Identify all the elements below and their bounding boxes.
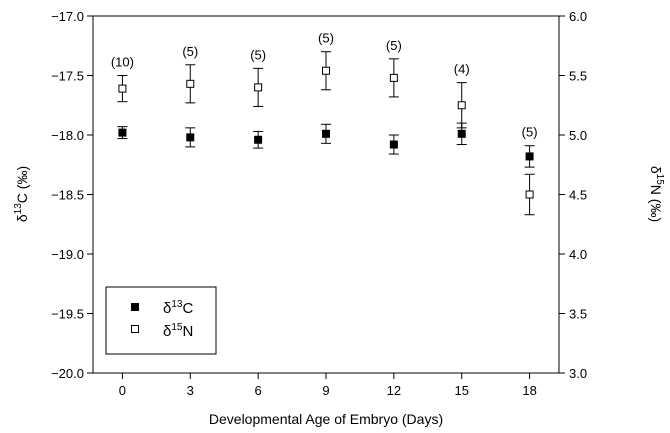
sample-size-label: (5) — [522, 125, 538, 140]
x-tick-label: 0 — [119, 383, 126, 398]
y-axis-title-right: δ15N (‰) — [648, 166, 665, 222]
legend-marker-d15n — [131, 325, 139, 333]
sample-size-label: (5) — [182, 44, 198, 59]
point-d13c — [525, 152, 534, 161]
y-left-tick-label: −19.0 — [51, 247, 84, 262]
y-left-tick-label: −18.0 — [51, 128, 84, 143]
point-d15n — [457, 101, 466, 110]
y-left-tick-label: −17.5 — [51, 69, 84, 84]
point-d15n — [186, 79, 195, 88]
y-left-tick-label: −20.0 — [51, 366, 84, 381]
point-d15n — [389, 73, 398, 82]
sample-size-label: (5) — [250, 47, 266, 62]
point-d15n — [322, 66, 330, 75]
y-left-tick-label: −18.5 — [51, 188, 84, 203]
point-d13c — [186, 133, 195, 142]
y-right-tick-label: 4.5 — [569, 188, 587, 203]
sample-size-label: (5) — [386, 38, 402, 53]
sample-size-label: (10) — [111, 55, 134, 70]
y-right-tick-label: 4.0 — [569, 247, 587, 262]
sample-size-label: (5) — [318, 31, 334, 46]
point-d13c — [389, 140, 398, 149]
x-tick-label: 9 — [322, 383, 329, 398]
point-d13c — [322, 129, 330, 138]
y-left-tick-label: −19.5 — [51, 307, 84, 322]
x-tick-label: 15 — [454, 383, 468, 398]
y-axis-title-left: δ13C (‰) — [13, 166, 30, 222]
y-right-tick-label: 6.0 — [569, 9, 587, 24]
x-tick-label: 3 — [187, 383, 194, 398]
point-d15n — [118, 84, 127, 93]
x-tick-label: 6 — [255, 383, 262, 398]
legend: δ13C δ15N — [105, 286, 217, 355]
y-left-tick-label: −17.0 — [51, 9, 84, 24]
y-right-tick-label: 5.0 — [569, 128, 587, 143]
x-tick-label: 12 — [387, 383, 401, 398]
point-d13c — [457, 129, 466, 138]
x-tick-label: 18 — [522, 383, 536, 398]
x-axis-title: Developmental Age of Embryo (Days) — [209, 411, 443, 427]
y-right-tick-label: 5.5 — [569, 69, 587, 84]
point-d13c — [254, 135, 263, 144]
axes: 0 3 6 9 12 15 18 −20.0 −19.5 −19.0 −18.5 −18.0 −17.5… — [51, 9, 587, 398]
legend-label-d15n: δ15N — [163, 322, 193, 340]
point-d13c — [118, 128, 127, 137]
series-layer — [117, 51, 535, 216]
point-d15n — [525, 190, 534, 199]
sample-size-label: (4) — [454, 62, 470, 77]
legend-marker-d13c — [131, 303, 139, 311]
y-right-tick-label: 3.5 — [569, 307, 587, 322]
point-d15n — [254, 83, 263, 92]
legend-label-d13c: δ13C — [163, 299, 193, 317]
y-right-tick-label: 3.0 — [569, 366, 587, 381]
labels-layer: (10) (5) (5) (5) (5) (4) (5) — [111, 31, 538, 140]
legend-box — [105, 286, 217, 355]
